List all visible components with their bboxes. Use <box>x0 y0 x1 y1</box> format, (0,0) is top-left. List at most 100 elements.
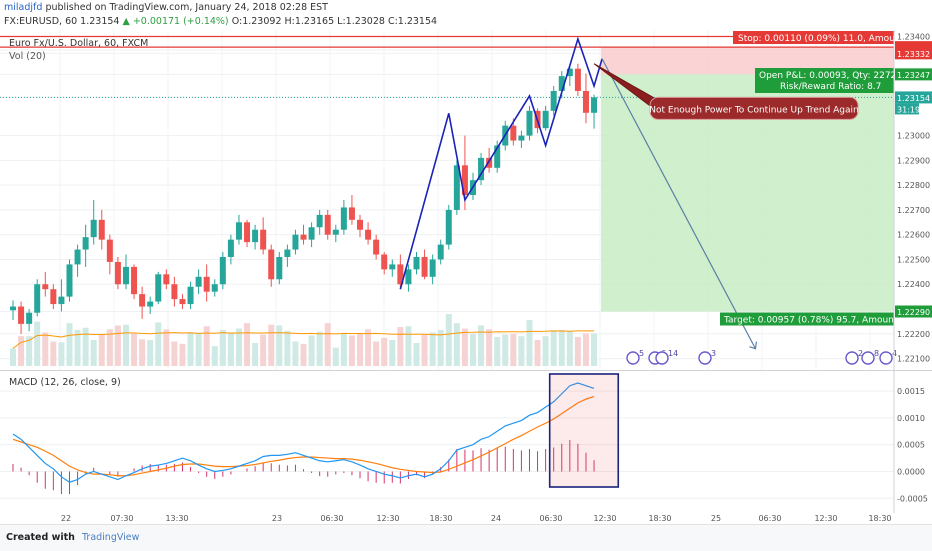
volume-bar <box>74 330 81 366</box>
macd-pane[interactable]: 0.0015 0.0010 0.0005 0.0000 -0.0005 MACD (12… <box>0 370 932 513</box>
candle-body <box>566 68 573 77</box>
event-badge-count: 5 <box>639 349 644 358</box>
candle-body <box>413 256 420 270</box>
volume-bar <box>260 334 267 366</box>
volume-bar <box>114 325 121 366</box>
price-axis-tag-bg <box>895 305 932 318</box>
macd-axis-tick: 0.0000 <box>897 467 925 476</box>
publish-header: miladjfd published on TradingView.com, J… <box>4 2 328 13</box>
volume-bar <box>171 341 178 366</box>
published-text: published on TradingView.com, January 24… <box>45 2 328 13</box>
candle-body <box>461 165 468 196</box>
volume-bar <box>365 329 372 366</box>
candle-body <box>42 284 49 290</box>
volume-ma-line <box>12 330 595 349</box>
volume-bar <box>373 341 380 366</box>
price-axis-tick: 1.22500 <box>897 255 930 264</box>
candle-body <box>74 249 81 265</box>
volume-bar <box>155 322 162 366</box>
time-axis-tick: 06:30 <box>539 514 562 523</box>
volume-bar <box>582 333 589 366</box>
volume-bar <box>405 326 412 366</box>
candle-body <box>381 254 388 270</box>
volume-bar <box>244 323 251 366</box>
volume-bar <box>235 328 242 366</box>
candle-body <box>300 234 307 240</box>
volume-bar <box>413 343 420 366</box>
volume-bar <box>558 330 565 366</box>
volume-bar <box>58 342 65 366</box>
volume-bar <box>219 330 226 366</box>
tradingview-logo[interactable]: TradingView <box>82 532 140 543</box>
main-chart-svg[interactable]: Not Enough Power To Continue Up Trend Ag… <box>0 30 932 370</box>
time-axis-tick: 07:30 <box>110 514 133 523</box>
candle-body <box>260 229 267 250</box>
pnl-label-line1: Open P&L: 0.00093, Qty: 2272 <box>759 71 896 81</box>
candle-body <box>550 90 557 111</box>
candle-body <box>252 229 259 243</box>
candle-body <box>421 256 428 277</box>
candle-body <box>518 135 525 141</box>
candle-body <box>405 269 412 285</box>
candle-body <box>510 125 517 141</box>
candle-body <box>114 261 121 285</box>
candle-body <box>316 214 323 228</box>
candle-body <box>429 259 436 277</box>
candle-body <box>26 312 33 324</box>
signal-line <box>12 395 595 477</box>
candle-body <box>332 229 339 235</box>
time-axis: 22 07:30 13:30 23 06:30 12:30 18:30 24 06:30 12:3… <box>61 514 892 523</box>
volume-bar <box>10 348 16 366</box>
time-axis-tick: 06:30 <box>758 514 781 523</box>
volume-bar <box>510 333 517 366</box>
volume-bar <box>316 331 323 366</box>
footer-bar: Created with TradingView <box>0 524 932 551</box>
candle-body <box>90 219 97 238</box>
time-axis-tick: 23 <box>272 514 282 523</box>
volume-bar <box>82 327 89 366</box>
macd-chart-svg[interactable]: 0.0015 0.0010 0.0005 0.0000 -0.0005 <box>0 371 932 513</box>
volume-bar <box>187 332 194 366</box>
candle-body <box>235 222 242 240</box>
price-axis-tick: 1.22100 <box>897 355 930 364</box>
macd-title: MACD (12, 26, close, 9) <box>9 377 121 388</box>
author-link[interactable]: miladjfd <box>4 2 43 13</box>
event-badge-icon <box>879 351 893 365</box>
pnl-label-bg <box>755 68 894 93</box>
candle-body <box>494 145 501 168</box>
candle-body <box>211 284 218 292</box>
volume-bar <box>566 330 573 366</box>
candle-body <box>187 286 194 305</box>
volume-bar <box>292 341 299 366</box>
chart-title: Euro Fx/U.S. Dollar, 60, FXCM <box>9 38 149 49</box>
time-axis-tick: 12:30 <box>376 514 399 523</box>
candle-body <box>276 256 283 280</box>
countdown-bg <box>895 103 919 115</box>
time-axis-tick: 24 <box>491 514 501 523</box>
volume-bar <box>300 343 307 366</box>
main-chart-pane[interactable]: Not Enough Power To Continue Up Trend Ag… <box>0 30 932 370</box>
price-axis-tick: 1.22900 <box>897 156 930 165</box>
volume-bar <box>98 334 105 366</box>
volume-bar <box>324 323 331 366</box>
candle-body <box>147 301 154 307</box>
volume-bar <box>139 339 146 366</box>
candle-body <box>171 284 178 300</box>
pnl-label-line2: Risk/Reward Ratio: 8.7 <box>780 82 881 92</box>
volume-bar <box>34 321 41 366</box>
candle-body <box>389 264 396 270</box>
time-axis-tick: 12:30 <box>814 514 837 523</box>
candle-body <box>219 256 226 285</box>
volume-bar <box>542 336 549 366</box>
volume-bar <box>42 332 49 366</box>
volume-bar <box>494 336 501 366</box>
volume-bar <box>518 336 525 366</box>
event-badge-count: 14 <box>668 349 678 358</box>
volume-bar <box>268 324 275 366</box>
candle-body <box>542 110 549 129</box>
event-badge-icon <box>845 351 859 365</box>
projection-arrow-line <box>601 58 756 349</box>
macd-line <box>12 382 595 483</box>
volume-bar <box>252 343 259 366</box>
candle-body <box>155 274 162 302</box>
